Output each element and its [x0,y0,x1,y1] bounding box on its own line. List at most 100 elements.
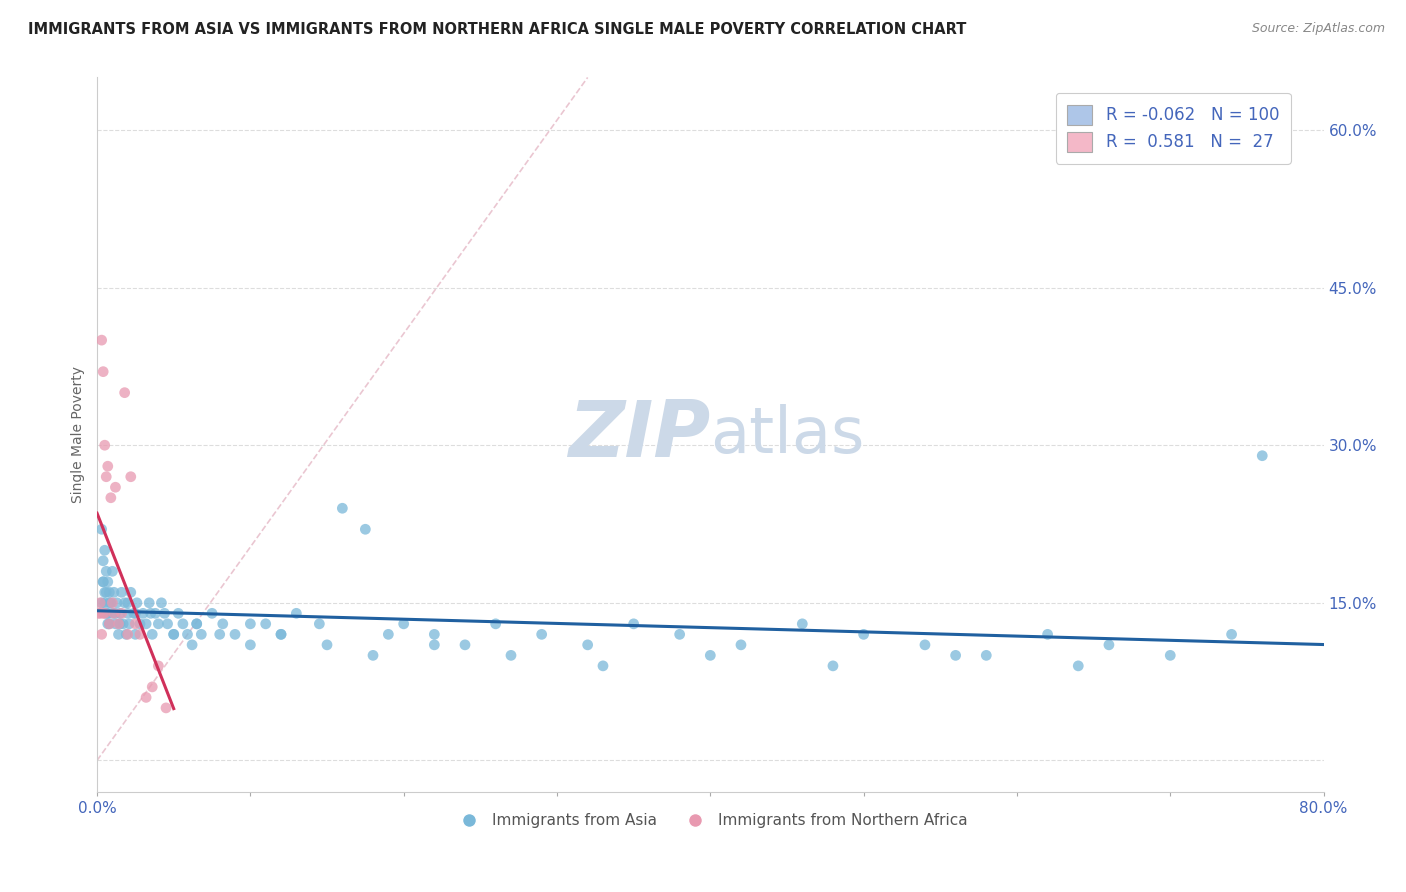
Point [112,616,135,631]
Point [91,365,114,379]
Point [150,596,173,610]
Point [101,607,124,621]
Point [792,616,814,631]
Point [377,627,399,641]
Point [239,638,262,652]
Point [211,616,233,631]
Point [1036,627,1059,641]
Point [224,627,246,641]
Point [98,616,121,631]
Point [125,596,148,610]
Point [914,638,936,652]
Point [98,585,121,599]
Point [1159,648,1181,663]
Point [89,607,111,621]
Point [89,596,111,610]
Point [103,585,125,599]
Point [91,574,114,589]
Point [454,638,477,652]
Point [141,627,163,641]
Point [135,690,157,705]
Point [1251,449,1274,463]
Point [104,616,127,631]
Point [186,616,208,631]
Point [98,596,121,610]
Point [141,680,163,694]
Point [1098,638,1121,652]
Point [120,585,142,599]
Point [186,616,208,631]
Point [105,596,128,610]
Point [135,616,157,631]
Point [270,627,292,641]
Point [117,627,139,641]
Y-axis label: Single Male Poverty: Single Male Poverty [72,367,86,503]
Text: IMMIGRANTS FROM ASIA VS IMMIGRANTS FROM NORTHERN AFRICA SINGLE MALE POVERTY CORR: IMMIGRANTS FROM ASIA VS IMMIGRANTS FROM … [28,22,966,37]
Point [87,607,110,621]
Point [499,648,522,663]
Point [96,585,118,599]
Point [93,438,115,452]
Point [153,607,176,621]
Point [974,648,997,663]
Point [93,585,115,599]
Point [201,607,224,621]
Point [91,574,114,589]
Point [852,627,875,641]
Point [821,658,844,673]
Point [138,596,160,610]
Point [107,616,129,631]
Point [108,607,131,621]
Point [108,616,131,631]
Point [90,333,112,347]
Point [668,627,690,641]
Point [91,554,114,568]
Point [423,627,446,641]
Point [104,480,127,494]
Point [129,616,152,631]
Point [110,607,132,621]
Point [101,596,124,610]
Point [96,564,118,578]
Point [93,607,115,621]
Point [730,638,752,652]
Point [330,501,353,516]
Point [97,607,120,621]
Point [97,574,120,589]
Point [117,596,139,610]
Point [91,607,114,621]
Point [122,607,145,621]
Text: Source: ZipAtlas.com: Source: ZipAtlas.com [1251,22,1385,36]
Point [96,469,118,483]
Point [93,543,115,558]
Point [190,627,212,641]
Point [1220,627,1243,641]
Point [114,385,136,400]
Point [100,491,122,505]
Point [124,607,146,621]
Point [107,627,129,641]
Point [163,627,186,641]
Point [148,616,170,631]
Point [361,648,384,663]
Point [118,616,141,631]
Point [124,616,146,631]
Point [96,607,118,621]
Point [129,627,152,641]
Point [93,596,115,610]
Point [308,616,330,631]
Point [155,701,177,715]
Point [115,627,138,641]
Point [699,648,721,663]
Point [239,616,262,631]
Point [485,616,508,631]
Point [139,607,162,621]
Point [623,616,645,631]
Point [100,596,122,610]
Point [316,638,339,652]
Point [101,564,124,578]
Point [270,627,292,641]
Point [132,607,155,621]
Point [90,596,112,610]
Point [143,607,166,621]
